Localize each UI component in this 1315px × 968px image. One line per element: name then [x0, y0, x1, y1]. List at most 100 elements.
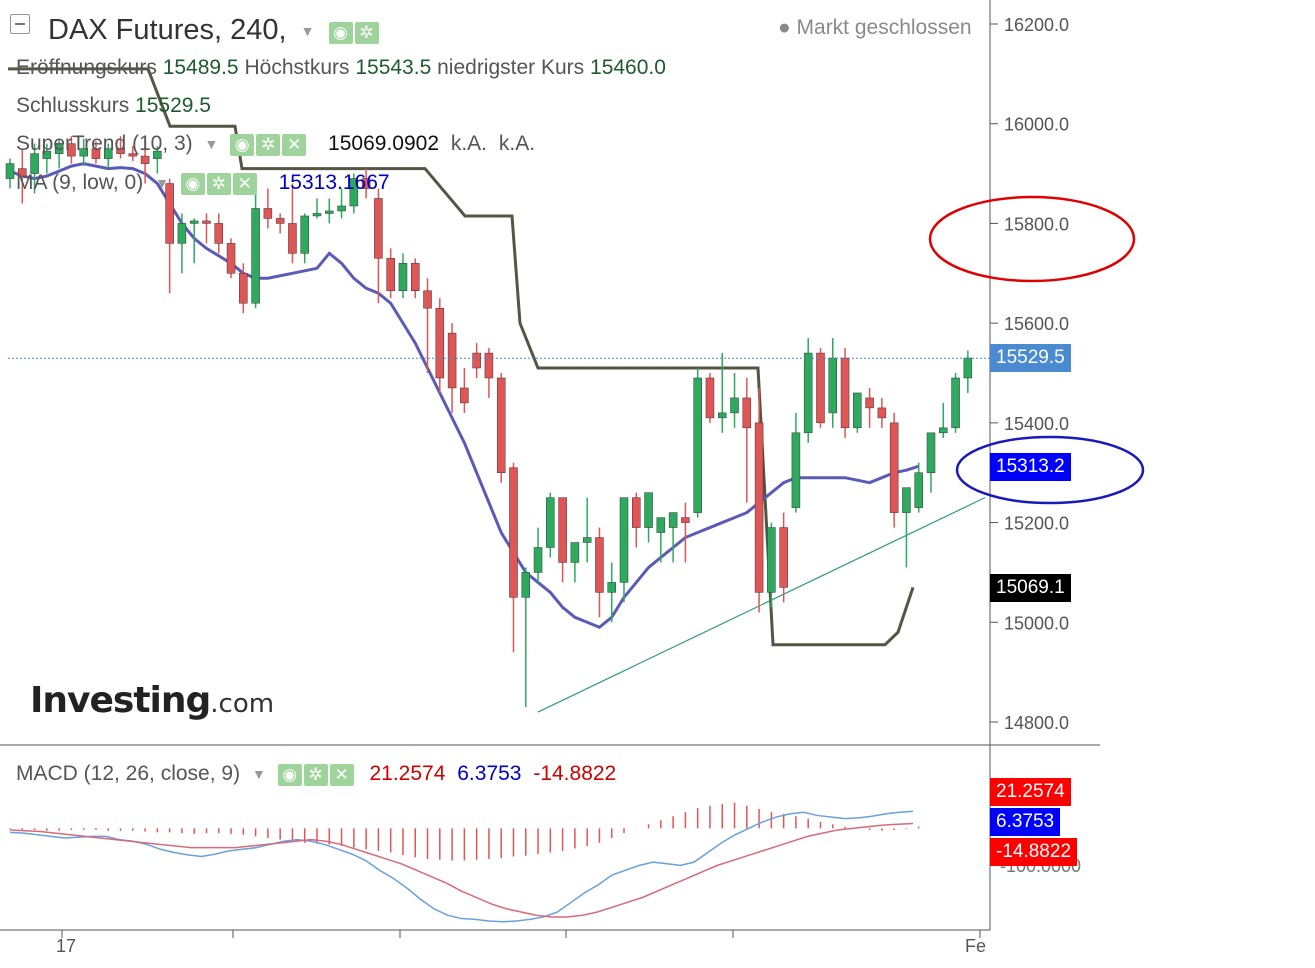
candle-body	[877, 407, 887, 419]
candle-body	[546, 497, 555, 548]
candle-body	[226, 243, 236, 274]
candle	[361, 168, 371, 199]
candle	[435, 298, 445, 393]
candle	[496, 373, 506, 483]
gear-icon[interactable]: ✲	[256, 133, 281, 156]
candle	[939, 402, 948, 438]
low-value: 15460.0	[590, 56, 666, 79]
candle-body	[116, 148, 125, 154]
candle	[312, 198, 322, 219]
candle-body	[484, 352, 494, 379]
gear-icon[interactable]: ✲	[303, 763, 328, 786]
macd-line	[9, 810, 914, 923]
candle-body	[521, 572, 531, 598]
close-icon[interactable]: ✕	[232, 172, 257, 195]
candle-body	[816, 352, 825, 424]
candle-body	[79, 148, 88, 157]
candle-body	[435, 307, 445, 379]
eye-icon[interactable]: ◉	[277, 763, 302, 786]
supertrend-value: 15069.0902	[328, 132, 439, 155]
candle	[374, 188, 383, 304]
candle	[423, 278, 432, 373]
candle	[681, 502, 690, 563]
candle	[767, 522, 776, 608]
candle	[717, 353, 727, 433]
macd-legend: MACD (12, 26, close, 9) ▼ ◉ ✲ ✕ 21.2574 6.…	[16, 762, 616, 786]
chevron-down-icon[interactable]: ▼	[300, 23, 315, 40]
gear-icon[interactable]: ✲	[354, 21, 379, 44]
macd-value-1: 21.2574	[369, 762, 446, 785]
candle	[325, 198, 334, 224]
candle	[288, 183, 297, 264]
market-status: ● Markt geschlossen	[778, 16, 972, 39]
candle	[705, 373, 715, 423]
candle	[79, 138, 88, 167]
candle-body	[803, 352, 813, 434]
candle	[275, 213, 285, 234]
candle	[607, 562, 616, 623]
close-icon[interactable]: ✕	[282, 133, 307, 156]
candle-body	[42, 150, 52, 159]
candle-body	[214, 223, 224, 244]
macd-value-2: 6.3753	[457, 762, 522, 785]
candle-body	[349, 178, 359, 207]
candle-body	[460, 387, 469, 404]
candle-body	[374, 198, 383, 259]
eye-icon[interactable]: ◉	[180, 172, 205, 195]
y-tick-label: 14800.0	[1004, 713, 1069, 733]
candle	[398, 253, 408, 299]
eye-icon[interactable]: ◉	[230, 133, 255, 156]
candle-body	[202, 220, 211, 224]
candle-body	[423, 290, 432, 309]
candle-body	[681, 517, 690, 523]
candle-body	[263, 208, 273, 219]
candle-body	[656, 517, 666, 533]
candle	[460, 368, 469, 413]
candle-body	[902, 487, 911, 513]
gear-icon[interactable]: ✲	[206, 172, 231, 195]
y-tick-label: 15200.0	[1004, 514, 1069, 534]
title-text: DAX Futures, 240,	[48, 14, 287, 46]
candle-body	[705, 377, 715, 419]
chevron-down-icon[interactable]: ▼	[204, 136, 219, 153]
candle-body	[717, 412, 727, 419]
y-tick-label: 15400.0	[1004, 414, 1069, 434]
macd-name: MACD (12, 26, close, 9)	[16, 762, 241, 785]
x-label-fe: Fe	[965, 936, 987, 956]
eye-icon[interactable]: ◉	[328, 21, 353, 44]
candle-body	[619, 497, 629, 583]
close-icon[interactable]: ✕	[329, 763, 354, 786]
high-label: Höchstkurs	[244, 56, 350, 79]
candle-body	[447, 332, 457, 389]
ma-value: 15313.1667	[278, 171, 390, 194]
candle	[165, 178, 174, 294]
candle-body	[300, 215, 309, 254]
y-tick-label: 15600.0	[1004, 314, 1069, 334]
macd-tag-1: 21.2574	[990, 778, 1071, 806]
candle	[91, 141, 101, 164]
candle	[214, 213, 224, 254]
candle-body	[730, 397, 739, 414]
candle-body	[275, 218, 285, 224]
candle-body	[779, 527, 788, 588]
candle	[239, 263, 248, 314]
collapse-legend-button[interactable]	[10, 14, 30, 34]
candle-body	[853, 392, 862, 429]
candle	[153, 146, 162, 174]
chevron-down-icon[interactable]: ▼	[155, 175, 169, 192]
candle	[484, 348, 494, 398]
candle-body	[939, 427, 948, 434]
macd-value-3: -14.8822	[533, 762, 617, 785]
chevron-down-icon[interactable]: ▼	[251, 766, 266, 783]
candle	[693, 368, 702, 518]
candle	[570, 542, 580, 583]
macd-tag-3: -14.8822	[990, 838, 1078, 866]
open-label: Eröffnungskurs	[16, 56, 157, 79]
candle	[349, 173, 359, 214]
candle-body	[644, 492, 653, 528]
candle-body	[558, 497, 567, 563]
candle	[42, 143, 52, 174]
candle-body	[5, 163, 15, 179]
candle	[644, 492, 653, 543]
